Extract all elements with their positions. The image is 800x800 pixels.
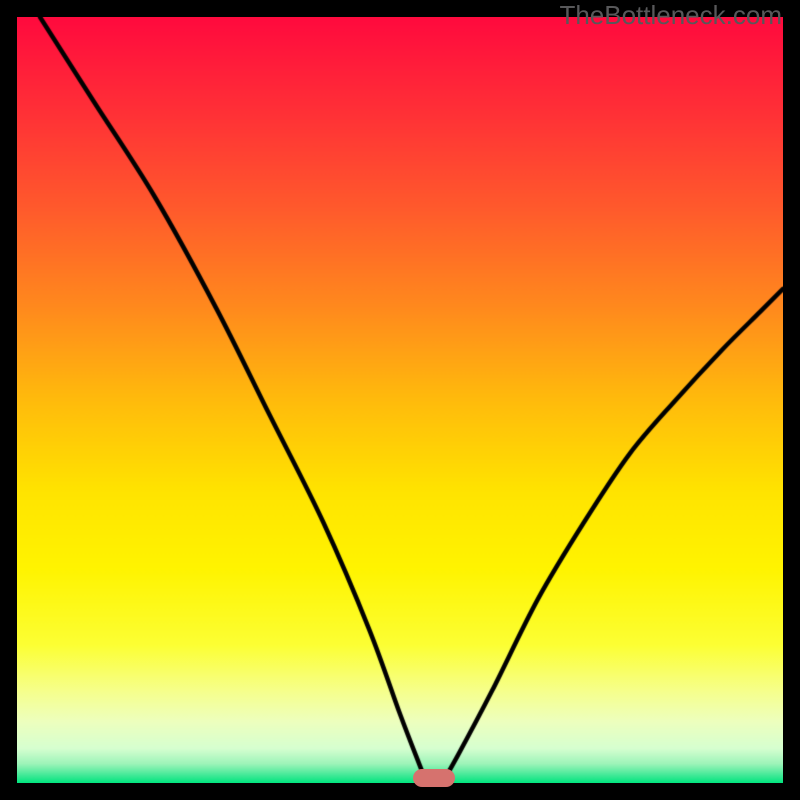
optimal-point-marker: [413, 769, 455, 787]
bottleneck-curve: [17, 17, 783, 783]
watermark-text: TheBottleneck.com: [559, 0, 782, 31]
chart-stage: TheBottleneck.com: [0, 0, 800, 800]
